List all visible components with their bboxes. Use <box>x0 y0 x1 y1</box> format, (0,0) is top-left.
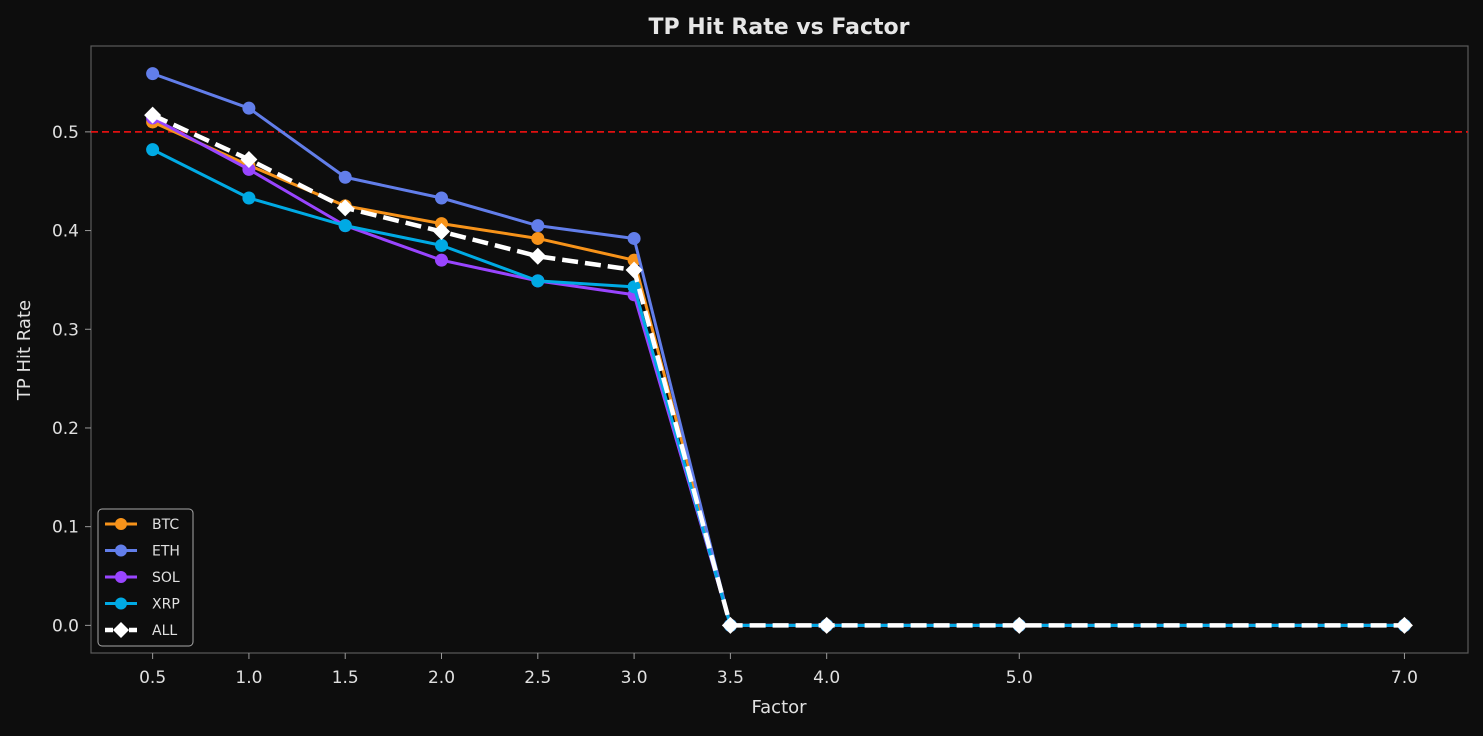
series-line <box>152 72 1405 627</box>
legend-label: XRP <box>152 597 180 613</box>
x-tick-label: 2.0 <box>428 668 455 688</box>
data-point <box>625 261 643 279</box>
y-tick-label: 0.4 <box>52 222 79 242</box>
data-point <box>435 253 449 267</box>
legend-label: ALL <box>152 623 177 639</box>
data-point <box>818 616 836 634</box>
x-tick-label: 4.0 <box>813 668 840 688</box>
x-tick-label: 7.0 <box>1391 668 1418 688</box>
legend-marker <box>115 597 127 610</box>
series-line <box>152 120 1405 627</box>
data-point <box>144 106 162 124</box>
data-point <box>721 616 739 634</box>
data-point <box>242 101 256 115</box>
x-tick-label: 0.5 <box>139 668 166 688</box>
data-point <box>435 191 449 205</box>
x-tick-label: 1.5 <box>332 668 359 688</box>
series-line <box>151 148 1405 627</box>
data-point <box>531 231 545 245</box>
data-point <box>531 274 545 288</box>
data-point <box>1010 616 1028 634</box>
y-tick-label: 0.2 <box>52 419 79 439</box>
legend-label: SOL <box>152 570 180 586</box>
data-point <box>531 219 545 233</box>
series-line <box>151 113 1405 628</box>
series-eth <box>146 67 1411 632</box>
y-tick-label: 0.1 <box>52 518 79 538</box>
y-tick-label: 0.0 <box>52 616 79 636</box>
data-point <box>529 247 547 265</box>
x-tick-label: 3.0 <box>621 668 648 688</box>
data-point <box>627 231 641 245</box>
legend-item-btc: BTC <box>105 517 179 533</box>
series-xrp <box>146 143 1411 632</box>
x-tick-label: 3.5 <box>717 668 744 688</box>
data-point <box>433 223 451 241</box>
chart-title: TP Hit Rate vs Factor <box>648 15 909 40</box>
legend-item-all: ALL <box>105 622 177 639</box>
legend-marker <box>115 571 127 583</box>
plot-frame <box>90 45 1469 654</box>
data-point <box>242 191 256 205</box>
data-point <box>146 143 160 157</box>
data-point <box>146 67 160 81</box>
x-tick-label: 1.0 <box>235 668 262 688</box>
legend-label: BTC <box>152 517 179 533</box>
y-tick-label: 0.3 <box>52 320 79 340</box>
data-point <box>336 199 354 217</box>
x-tick-label: 2.5 <box>524 668 551 688</box>
series-sol <box>146 111 1411 632</box>
series-line <box>151 116 1405 627</box>
x-axis-label: Factor <box>751 697 807 718</box>
data-point <box>338 170 352 184</box>
data-point <box>242 162 256 176</box>
legend-box <box>97 508 194 647</box>
legend-marker <box>115 544 127 557</box>
legend-marker <box>115 518 127 530</box>
legend: BTC ETH SOL XRP ALL <box>97 508 194 647</box>
y-tick-label: 0.5 <box>52 123 79 143</box>
legend-item-eth: ETH <box>105 544 180 560</box>
data-point <box>435 238 449 252</box>
legend-marker <box>113 622 129 638</box>
data-point <box>240 151 258 169</box>
series-btc <box>146 115 1411 632</box>
x-tick-label: 5.0 <box>1006 668 1033 688</box>
legend-item-xrp: XRP <box>105 597 180 613</box>
series-all <box>144 106 1413 634</box>
data-point <box>1395 616 1413 634</box>
legend-item-sol: SOL <box>105 570 180 586</box>
legend-label: ETH <box>152 544 180 560</box>
data-point <box>338 219 352 233</box>
y-axis-label: TP Hit Rate <box>14 300 35 401</box>
